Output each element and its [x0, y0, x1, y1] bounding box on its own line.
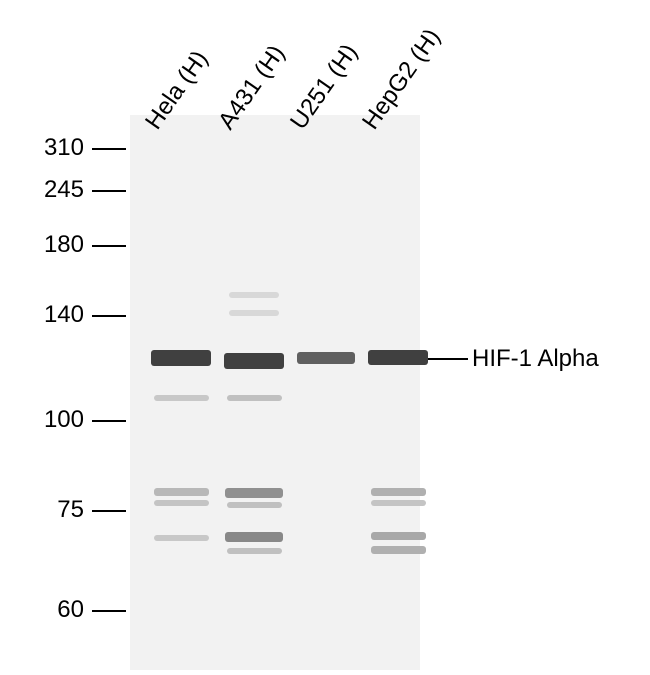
- faint-band: [371, 488, 426, 496]
- faint-band: [154, 395, 209, 401]
- target-band: [297, 352, 355, 364]
- mw-label-2: 180: [4, 231, 84, 259]
- faint-band: [229, 292, 279, 298]
- mw-label-3: 140: [4, 301, 84, 329]
- faint-band: [225, 532, 283, 542]
- blot-membrane: [130, 115, 420, 670]
- faint-band: [227, 395, 282, 401]
- mw-label-0: 310: [4, 134, 84, 162]
- faint-band: [225, 488, 283, 498]
- mw-tick-4: [92, 420, 126, 422]
- mw-label-5: 75: [4, 496, 84, 524]
- mw-tick-1: [92, 190, 126, 192]
- western-blot-figure: Hela (H) A431 (H) U251 (H) HepG2 (H) 310…: [0, 0, 650, 675]
- mw-label-6: 60: [4, 596, 84, 624]
- faint-band: [154, 535, 209, 541]
- target-band-tick: [424, 358, 468, 360]
- faint-band: [154, 488, 209, 496]
- mw-tick-5: [92, 510, 126, 512]
- mw-label-4: 100: [4, 406, 84, 434]
- target-band: [224, 353, 284, 369]
- mw-tick-0: [92, 148, 126, 150]
- faint-band: [371, 500, 426, 506]
- target-band-label: HIF-1 Alpha: [472, 345, 599, 373]
- mw-tick-6: [92, 610, 126, 612]
- faint-band: [371, 532, 426, 540]
- faint-band: [227, 548, 282, 554]
- target-band: [151, 350, 211, 366]
- faint-band: [371, 546, 426, 554]
- faint-band: [227, 502, 282, 508]
- mw-tick-2: [92, 245, 126, 247]
- faint-band: [154, 500, 209, 506]
- target-band: [368, 350, 428, 365]
- mw-label-1: 245: [4, 176, 84, 204]
- faint-band: [229, 310, 279, 316]
- mw-tick-3: [92, 315, 126, 317]
